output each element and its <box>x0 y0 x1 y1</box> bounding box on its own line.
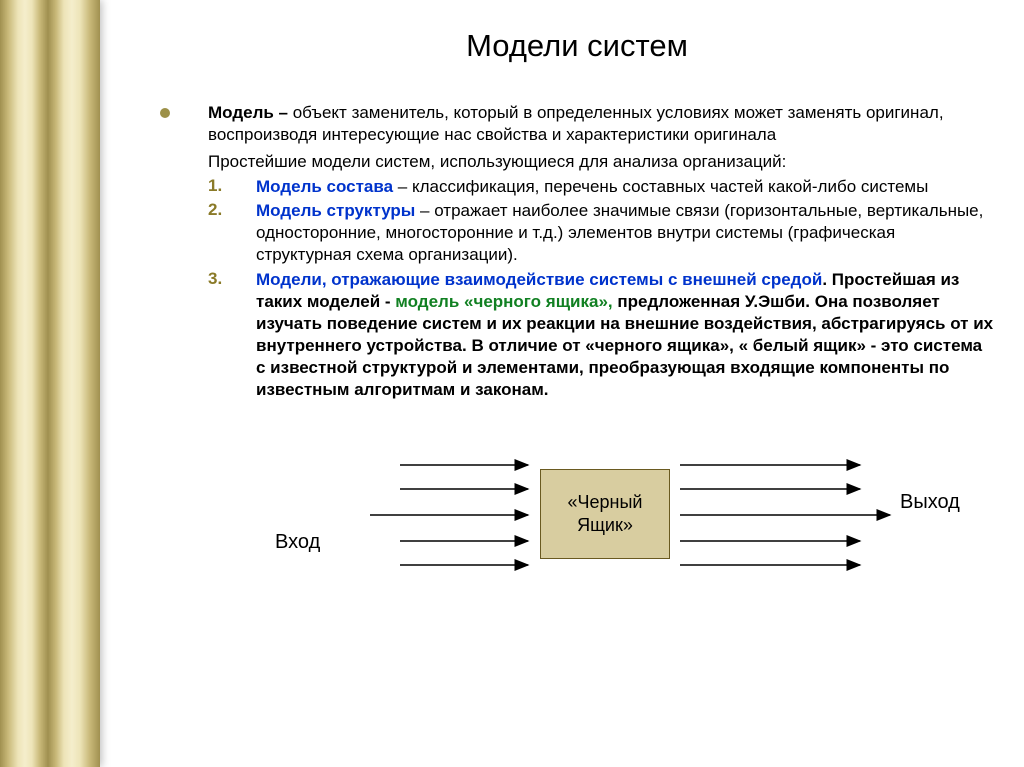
decorative-spine <box>0 0 100 767</box>
item-rest: – классификация, перечень составных част… <box>393 177 928 196</box>
black-box-diagram: Вход Выход «Черный Ящик» <box>160 439 994 609</box>
item-number: 2. <box>208 200 256 220</box>
input-label: Вход <box>275 531 320 554</box>
definition-block: Модель – объект заменитель, который в оп… <box>160 102 994 146</box>
intro-line: Простейшие модели систем, использующиеся… <box>208 152 994 172</box>
output-arrows <box>680 465 890 565</box>
item-term: Модель структуры <box>256 201 415 220</box>
list-item: 2. Модель структуры – отражает наиболее … <box>208 200 994 266</box>
black-box: «Черный Ящик» <box>540 469 670 559</box>
slide-content: Модели систем Модель – объект заменитель… <box>100 0 1024 767</box>
item-term: Модель состава <box>256 177 393 196</box>
page-title: Модели систем <box>160 28 994 64</box>
item-number: 3. <box>208 269 256 289</box>
definition-text: Модель – объект заменитель, который в оп… <box>208 102 994 146</box>
item-special: модель «черного ящика», <box>395 292 617 311</box>
output-label: Выход <box>900 491 960 514</box>
definition-term: Модель – <box>208 103 293 122</box>
black-box-label: «Черный Ящик» <box>545 491 665 538</box>
list-item: 1. Модель состава – классификация, переч… <box>208 176 994 198</box>
item-text: Модели, отражающие взаимодействие систем… <box>256 269 994 402</box>
item-text: Модель структуры – отражает наиболее зна… <box>256 200 994 266</box>
item-term: Модели, отражающие взаимодействие систем… <box>256 270 822 289</box>
list-item: 3. Модели, отражающие взаимодействие сис… <box>208 269 994 402</box>
input-arrows <box>370 465 528 565</box>
bullet-icon <box>160 108 170 118</box>
item-number: 1. <box>208 176 256 196</box>
definition-body: объект заменитель, который в определенны… <box>208 103 944 144</box>
item-text: Модель состава – классификация, перечень… <box>256 176 994 198</box>
